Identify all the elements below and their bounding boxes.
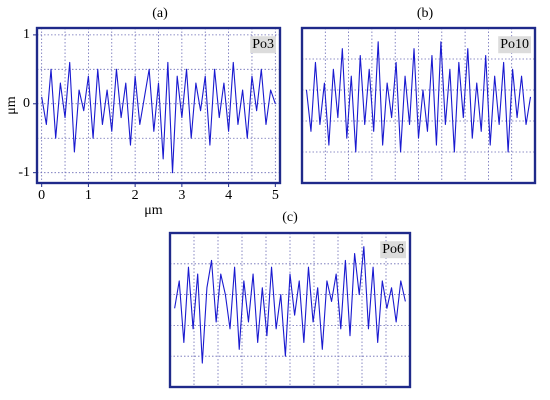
y-tick-label: 1	[23, 27, 30, 42]
sample-label-bg	[498, 36, 531, 54]
y-axis-label: μm	[4, 96, 19, 115]
plot-frame-border	[300, 26, 537, 185]
y-tick-label: -1	[18, 165, 30, 180]
sample-label: Po10	[500, 37, 529, 52]
profile-line	[305, 41, 532, 153]
sample-label-bg	[250, 36, 276, 54]
x-tick-label: 0	[38, 188, 45, 203]
sample-label-bg	[380, 241, 406, 259]
sample-label: Po6	[382, 242, 404, 257]
x-tick-label: 3	[178, 188, 185, 203]
profile-line	[41, 61, 276, 174]
x-tick-label: 2	[132, 188, 139, 203]
x-tick-label: 1	[85, 188, 92, 203]
panel-title: (c)	[282, 210, 298, 225]
panel-title: (b)	[417, 6, 434, 21]
profile-line	[174, 246, 406, 364]
y-tick-label: 0	[23, 96, 30, 111]
panel-title: (a)	[152, 6, 168, 21]
plot-frame-border	[35, 26, 282, 185]
x-tick-label: 5	[272, 188, 279, 203]
plot-frame-border	[168, 231, 412, 389]
x-tick-label: 4	[225, 188, 232, 203]
sample-label: Po3	[252, 37, 274, 52]
x-axis-label: μm	[144, 203, 163, 218]
